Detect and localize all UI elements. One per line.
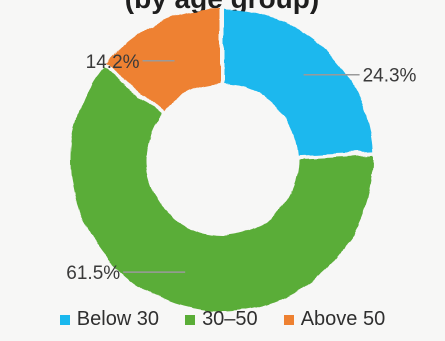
legend-swatch-30-50 (185, 314, 196, 325)
data-label-30-50: 61.5% (66, 263, 120, 284)
chart-legend: Below 30 30–50 Above 50 (0, 308, 445, 331)
legend-label-30-50: 30–50 (202, 308, 258, 330)
slice-30-50 (70, 66, 374, 311)
data-label-above-50: 14.2% (86, 52, 140, 73)
legend-label-above-50: Above 50 (300, 308, 386, 330)
slice-above-50 (105, 9, 221, 111)
slice-below-30 (223, 9, 373, 155)
legend-swatch-above-50 (283, 314, 294, 325)
legend-item-30-50: 30–50 (185, 308, 258, 331)
legend-item-above-50: Above 50 (283, 308, 386, 331)
legend-swatch-below-30 (59, 314, 70, 325)
data-label-below-30: 24.3% (363, 66, 417, 87)
chart-title: (by age group) (125, 0, 319, 14)
legend-item-below-30: Below 30 (59, 308, 160, 331)
legend-label-below-30: Below 30 (76, 308, 160, 330)
